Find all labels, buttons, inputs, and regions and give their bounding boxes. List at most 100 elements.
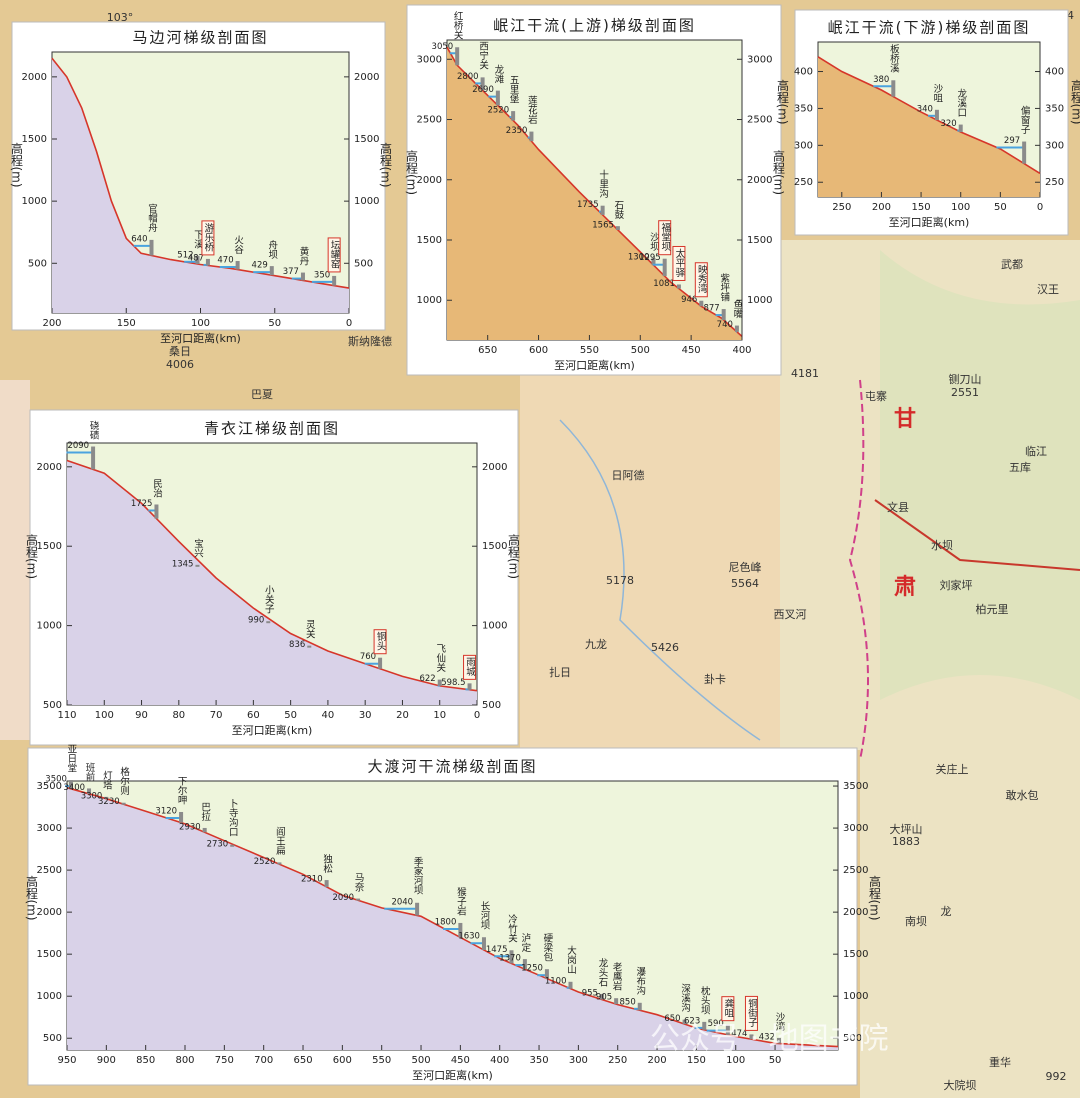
x-tick-label: 250 [608, 1055, 627, 1066]
level-label: 2040 [391, 897, 413, 907]
dam [332, 276, 336, 286]
map-label: 大院坝 [944, 1078, 977, 1092]
dam [1022, 142, 1026, 164]
map-label: 柏元里 [976, 602, 1009, 616]
level-label: 1630 [458, 932, 480, 942]
level-label: 1370 [499, 954, 521, 964]
level-label: 905 [596, 993, 612, 1003]
dam [378, 658, 382, 669]
map-label: 5564 [731, 577, 759, 590]
x-tick-label: 100 [191, 318, 210, 329]
map-label: 铡刀山 [949, 373, 982, 386]
station-name: 太平驿 [673, 248, 685, 278]
map-label: 敢水包 [1006, 788, 1039, 802]
y-tick-label: 2500 [417, 115, 442, 126]
x-tick-label: 150 [912, 202, 931, 213]
watermark: 公众号 · 地图书院 [650, 1022, 889, 1057]
level-label: 340 [917, 104, 933, 114]
y-tick-label: 300 [1045, 140, 1064, 151]
dam [270, 266, 274, 275]
map-label: 巴夏 [251, 388, 273, 401]
x-tick-label: 80 [172, 710, 185, 721]
x-tick-label: 450 [451, 1055, 470, 1066]
map-label: 4181 [791, 367, 819, 380]
y-tick-label: 3000 [747, 54, 772, 65]
station-name: 龚咀 [722, 998, 734, 1018]
level-label: 1725 [131, 499, 153, 509]
x-tick-label: 550 [580, 345, 599, 356]
x-tick-label: 40 [322, 710, 335, 721]
level-label: 640 [131, 234, 147, 244]
x-tick-label: 0 [346, 318, 352, 329]
x-tick-label: 700 [254, 1055, 273, 1066]
y-tick-label: 250 [794, 177, 813, 188]
y-axis-label: 高程(m) [772, 149, 786, 196]
terrain [880, 250, 1080, 700]
station-name: 飞仙关 [434, 644, 446, 673]
x-tick-label: 30 [359, 710, 372, 721]
y-tick-label: 1500 [37, 541, 62, 552]
y-tick-label: 2000 [37, 462, 62, 473]
map-label: 卦卡 [704, 672, 726, 686]
x-tick-label: 100 [951, 202, 970, 213]
y-tick-label: 2000 [417, 175, 442, 186]
station-name: 硬梁包 [541, 933, 553, 962]
dam [511, 111, 515, 120]
station-name: 泸定 [519, 933, 531, 953]
x-tick-label: 300 [569, 1055, 588, 1066]
dam [203, 828, 207, 832]
y-tick-label: 1000 [354, 196, 379, 207]
dam [735, 326, 739, 332]
map-label: 尼色峰 [729, 560, 762, 574]
map-label: 日阿德 [612, 468, 645, 482]
y-tick-label: 350 [794, 103, 813, 114]
map-label: 南坝 [905, 914, 927, 928]
map-label: 5178 [606, 574, 634, 587]
station-name: 格尔则 [118, 766, 130, 796]
dam [663, 259, 667, 276]
x-tick-label: 100 [726, 1055, 745, 1066]
level-label: 877 [703, 304, 719, 314]
station-name: 季家河坝 [412, 856, 424, 896]
y-axis-label: 高程(m) [25, 874, 39, 921]
level-label: 297 [1004, 136, 1020, 146]
map-label: 关庄上 [936, 762, 969, 776]
station-name: 枕头坝 [699, 985, 711, 1015]
y-tick-label: 2000 [37, 907, 62, 918]
level-label: 320 [940, 119, 956, 129]
station-name: 龙滩 [492, 64, 504, 85]
y-axis-label: 高程(m) [868, 874, 882, 921]
station-name: 班前 [84, 762, 96, 783]
level-label: 2930 [179, 822, 201, 832]
station-name: 五里堡 [508, 75, 520, 104]
x-tick-label: 650 [293, 1055, 312, 1066]
dam [891, 80, 895, 96]
y-tick-label: 2000 [22, 72, 47, 83]
dam [230, 845, 234, 847]
x-tick-label: 150 [117, 318, 136, 329]
station-name: 紫坪铺 [718, 273, 730, 302]
y-tick-label: 1500 [482, 541, 507, 552]
y-tick-label: 3000 [417, 54, 442, 65]
level-label: 3120 [155, 806, 177, 816]
x-tick-label: 400 [490, 1055, 509, 1066]
chart-title: 岷江干流(上游)梯级剖面图 [493, 17, 696, 35]
y-axis-label: 高程(m) [507, 533, 521, 580]
x-axis-label: 至河口距离(km) [889, 215, 970, 229]
x-tick-label: 110 [57, 710, 76, 721]
station-name: 坛罐窑 [329, 240, 341, 269]
level-label: 2690 [472, 85, 494, 95]
station-name: 铜头 [375, 631, 387, 652]
dam [266, 621, 270, 623]
chart-title: 青衣江梯级剖面图 [204, 420, 340, 438]
y-tick-label: 1500 [747, 235, 772, 246]
map-label: 扎日 [549, 665, 571, 679]
level-label: 380 [873, 75, 889, 85]
x-tick-label: 350 [529, 1055, 548, 1066]
x-tick-label: 100 [95, 710, 114, 721]
y-tick-label: 1000 [37, 991, 62, 1002]
map-label: 汉王 [1037, 283, 1059, 296]
x-axis-label: 至河口距离(km) [160, 331, 241, 345]
dam [601, 206, 605, 215]
